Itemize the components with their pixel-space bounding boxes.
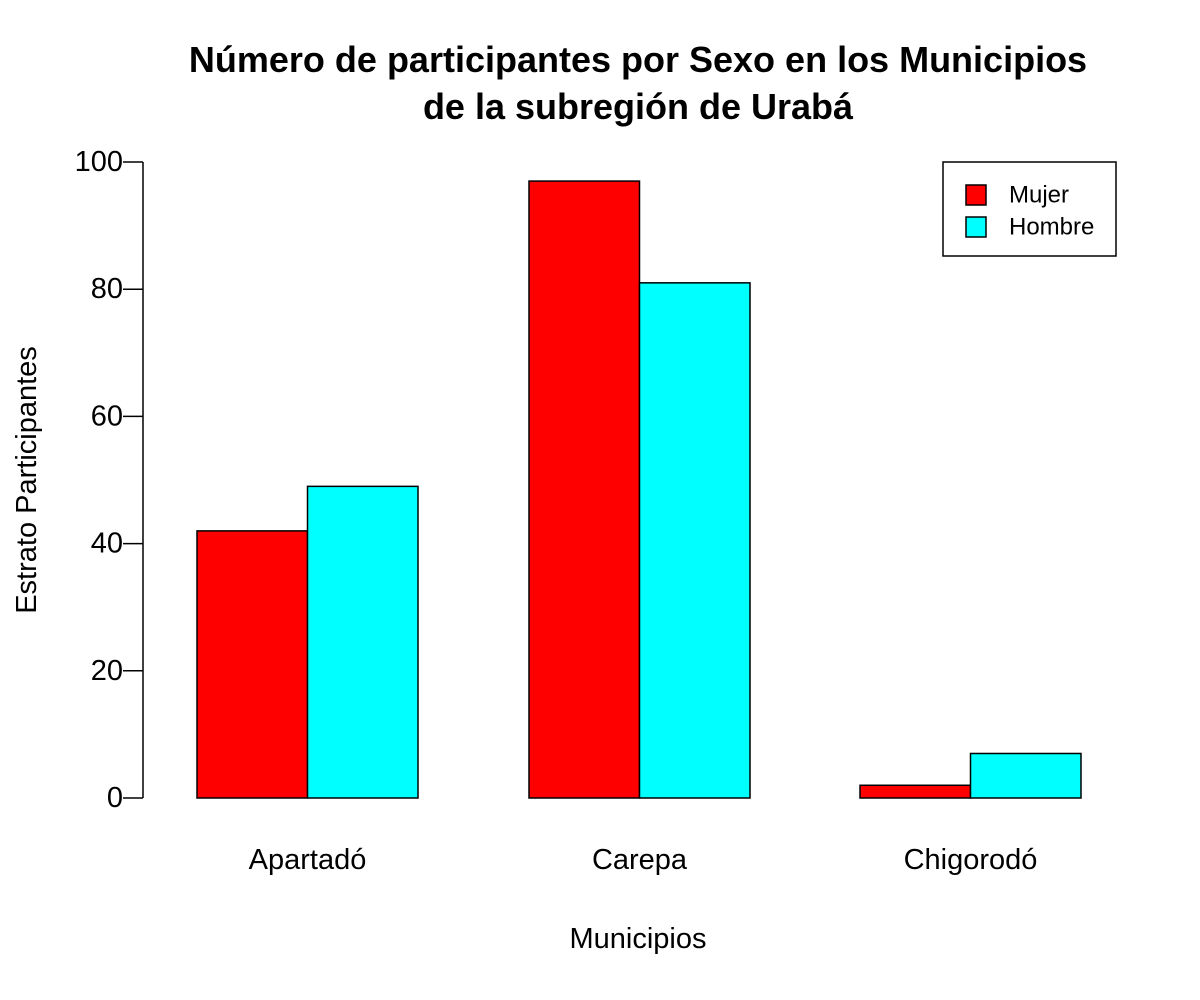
x-tick-label: Chigorodó: [904, 844, 1038, 876]
x-tick-labels: Apartadó Carepa Chigorodó: [249, 844, 1038, 876]
x-axis-label: Municipios: [570, 923, 707, 955]
legend-swatch: [965, 184, 987, 206]
bar-mujer-1: [528, 180, 641, 799]
y-tick-label: 80: [91, 273, 123, 305]
y-tick-label: 60: [91, 400, 123, 432]
y-axis-label: Estrato Participantes: [11, 346, 43, 614]
x-tick-label: Carepa: [592, 844, 688, 876]
y-tick-label: 20: [91, 655, 123, 687]
legend-box: [942, 161, 1117, 257]
x-tick-label: Apartadó: [249, 844, 367, 876]
y-axis: 0 20 40 60 80 100: [75, 146, 144, 814]
y-tick-label: 0: [107, 782, 123, 814]
bar-mujer-0: [196, 530, 309, 799]
legend-label: Hombre: [1009, 214, 1094, 241]
bar-hombre-2: [969, 752, 1082, 799]
bars: [196, 180, 1082, 799]
chart-title-line-1: Número de participantes por Sexo en los …: [189, 39, 1087, 80]
legend: Mujer Hombre: [942, 161, 1117, 257]
y-tick-label: 40: [91, 528, 123, 560]
bar-hombre-1: [638, 282, 751, 799]
y-tick-label: 100: [75, 146, 123, 178]
legend-label: Mujer: [1009, 182, 1069, 209]
chart-title-line-2: de la subregión de Urabá: [423, 86, 854, 127]
bar-mujer-2: [859, 784, 972, 799]
legend-swatch: [965, 216, 987, 238]
bar-hombre-0: [306, 485, 419, 799]
